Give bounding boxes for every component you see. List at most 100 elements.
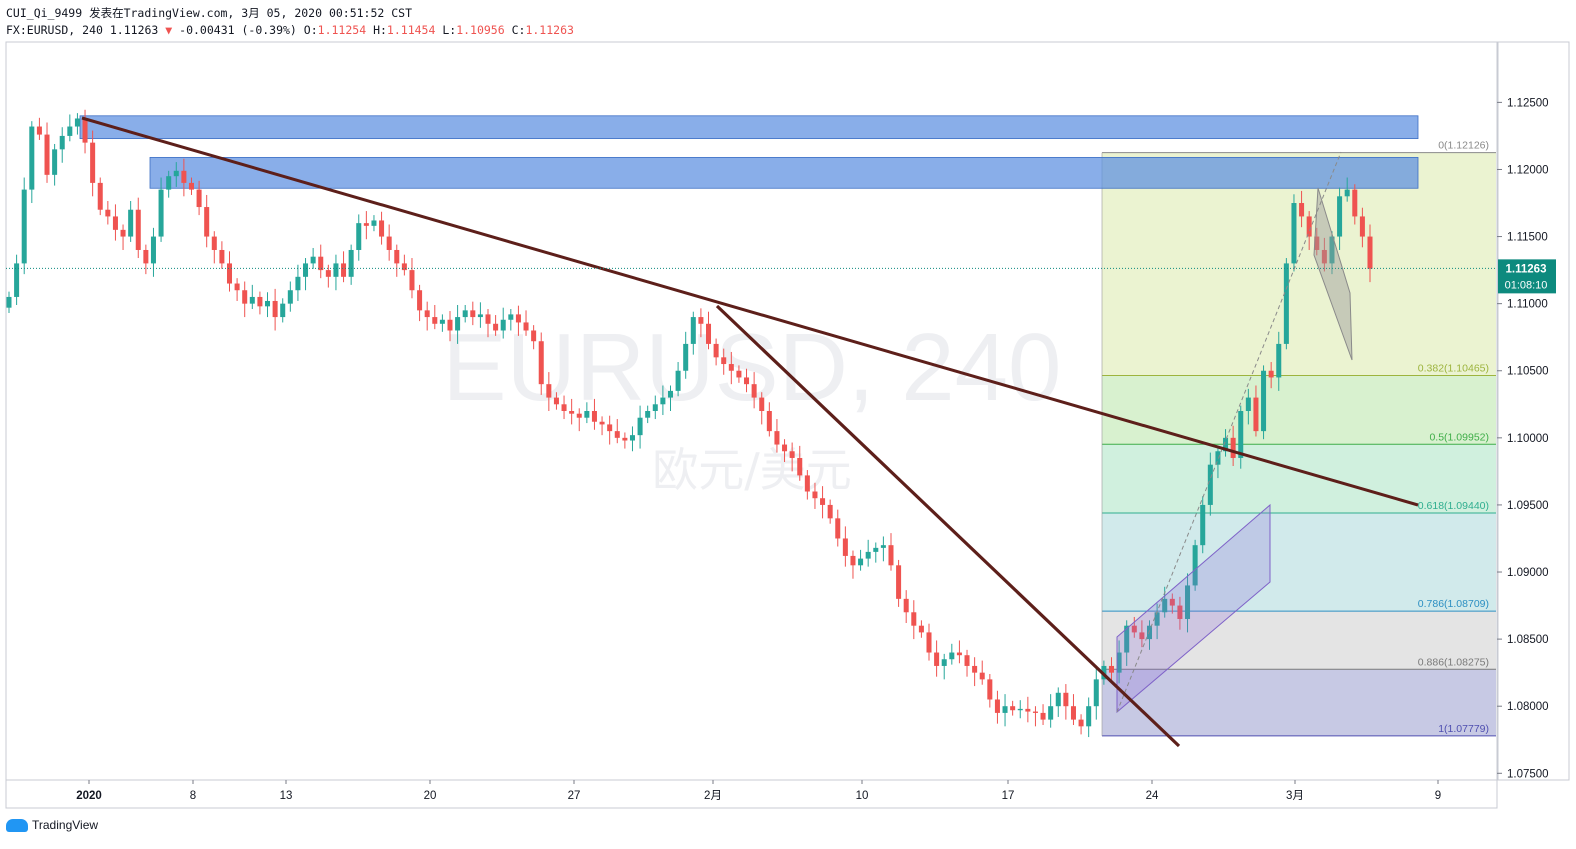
- candle[interactable]: [249, 284, 255, 310]
- candle[interactable]: [1116, 640, 1122, 684]
- candle[interactable]: [599, 416, 605, 436]
- candle[interactable]: [531, 325, 537, 350]
- candle[interactable]: [74, 113, 80, 135]
- candle[interactable]: [956, 640, 962, 664]
- candle[interactable]: [690, 311, 696, 355]
- candle[interactable]: [1093, 667, 1099, 720]
- candle[interactable]: [987, 673, 993, 708]
- candle[interactable]: [485, 309, 491, 338]
- candle[interactable]: [1040, 704, 1046, 725]
- candle[interactable]: [789, 442, 795, 472]
- candle[interactable]: [911, 600, 917, 640]
- candle[interactable]: [652, 395, 658, 420]
- candle[interactable]: [1025, 696, 1031, 723]
- candle[interactable]: [683, 331, 689, 379]
- candle[interactable]: [1329, 231, 1335, 275]
- candle[interactable]: [1070, 694, 1076, 725]
- candle[interactable]: [744, 368, 750, 393]
- candle[interactable]: [949, 643, 955, 665]
- candle[interactable]: [493, 315, 499, 336]
- candle[interactable]: [318, 244, 324, 279]
- candle[interactable]: [226, 251, 233, 292]
- candle[interactable]: [112, 204, 118, 241]
- tradingview-logo[interactable]: TradingView: [6, 818, 98, 832]
- candle[interactable]: [310, 247, 316, 269]
- candle[interactable]: [348, 244, 354, 285]
- candle[interactable]: [1344, 177, 1350, 202]
- candle[interactable]: [1177, 596, 1183, 630]
- candle[interactable]: [858, 549, 864, 571]
- candle[interactable]: [865, 539, 871, 567]
- candle[interactable]: [447, 311, 453, 342]
- candle[interactable]: [1032, 706, 1038, 727]
- candle[interactable]: [1063, 684, 1069, 720]
- candle[interactable]: [455, 304, 461, 344]
- candle[interactable]: [721, 348, 727, 375]
- candle[interactable]: [1086, 697, 1092, 738]
- long-downtrend-line[interactable]: [81, 116, 1419, 507]
- candle[interactable]: [1124, 620, 1130, 666]
- candle[interactable]: [1314, 227, 1320, 256]
- candle[interactable]: [835, 509, 841, 547]
- candle[interactable]: [820, 486, 826, 519]
- candle[interactable]: [341, 251, 347, 283]
- candle[interactable]: [401, 254, 407, 276]
- fibonacci-retracement[interactable]: 0(1.12126) 0.382(1.10465) 0.5(1.09952) 0.61…: [1101, 140, 1496, 737]
- candle[interactable]: [105, 201, 111, 225]
- candle[interactable]: [477, 302, 483, 328]
- candle[interactable]: [1245, 388, 1251, 425]
- candle[interactable]: [607, 415, 613, 445]
- candle[interactable]: [295, 264, 301, 301]
- candle[interactable]: [67, 114, 73, 142]
- candle[interactable]: [1207, 452, 1213, 516]
- candle[interactable]: [325, 264, 331, 288]
- candle[interactable]: [994, 690, 1000, 724]
- candle[interactable]: [128, 201, 134, 242]
- candle[interactable]: [660, 385, 666, 416]
- candle[interactable]: [918, 620, 924, 638]
- symbol-label[interactable]: FX:EURUSD, 240: [6, 23, 103, 37]
- candle[interactable]: [584, 402, 590, 424]
- candle[interactable]: [972, 657, 978, 687]
- candle[interactable]: [1223, 429, 1229, 457]
- candle[interactable]: [553, 392, 559, 410]
- resistance-zones[interactable]: [79, 115, 1419, 189]
- resistance-zone[interactable]: [79, 115, 1419, 140]
- candle[interactable]: [622, 432, 628, 449]
- candle[interactable]: [303, 258, 309, 291]
- candle[interactable]: [1268, 362, 1274, 389]
- candle[interactable]: [1321, 237, 1327, 272]
- candle[interactable]: [759, 392, 765, 425]
- candle[interactable]: [371, 215, 377, 232]
- candle[interactable]: [842, 526, 848, 567]
- candle[interactable]: [1010, 700, 1016, 716]
- candle[interactable]: [1108, 657, 1114, 681]
- steep-downtrend-line[interactable]: [715, 304, 1181, 748]
- candle[interactable]: [90, 130, 96, 197]
- candle[interactable]: [386, 224, 392, 261]
- candle[interactable]: [143, 244, 149, 275]
- candle[interactable]: [705, 311, 712, 350]
- candle[interactable]: [850, 550, 856, 579]
- candle[interactable]: [591, 398, 597, 430]
- price-axis[interactable]: [1497, 41, 1570, 781]
- candles[interactable]: [6, 109, 1373, 738]
- candle[interactable]: [888, 533, 894, 571]
- candle[interactable]: [523, 310, 529, 336]
- candle[interactable]: [6, 291, 12, 314]
- candle[interactable]: [1367, 224, 1373, 283]
- candle[interactable]: [926, 623, 932, 661]
- candle[interactable]: [1055, 687, 1061, 717]
- candle[interactable]: [462, 304, 468, 323]
- candle[interactable]: [675, 362, 681, 397]
- candle[interactable]: [394, 244, 400, 277]
- candle[interactable]: [774, 419, 780, 453]
- candle[interactable]: [470, 301, 476, 326]
- candle[interactable]: [500, 307, 506, 339]
- candle[interactable]: [873, 542, 879, 563]
- candle[interactable]: [257, 291, 263, 315]
- candle[interactable]: [546, 372, 552, 411]
- candle[interactable]: [1169, 593, 1175, 614]
- candle[interactable]: [333, 254, 339, 291]
- candle[interactable]: [1215, 445, 1221, 479]
